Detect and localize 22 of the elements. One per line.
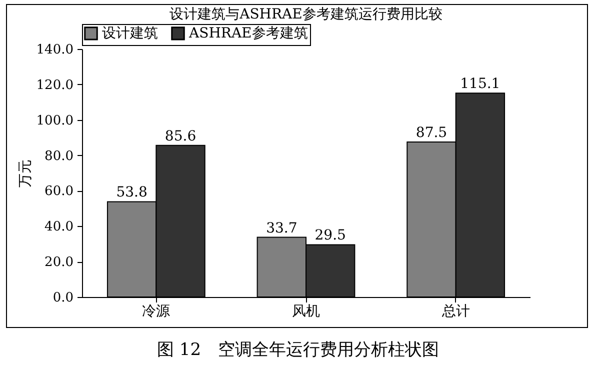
data-label: 85.6 <box>164 128 196 144</box>
chart-title: 设计建筑与ASHRAE参考建筑运行费用比较 <box>170 6 442 22</box>
y-tick-label: 20.0 <box>44 255 74 270</box>
y-tick-label: 40.0 <box>44 220 74 235</box>
y-tick-label: 0.0 <box>52 290 74 306</box>
caption: 图 12 空调全年运行费用分析柱状图 <box>156 339 440 361</box>
y-axis-title: 万元 <box>17 160 34 188</box>
data-label: 33.7 <box>266 220 298 236</box>
y-tick-label: 120.0 <box>36 78 74 93</box>
y-tick-label: 100.0 <box>36 113 74 128</box>
data-label: 115.1 <box>460 76 500 92</box>
y-tick-label: 80.0 <box>44 148 74 164</box>
y-tick-label: 140.0 <box>36 42 74 58</box>
data-label: 29.5 <box>314 228 346 244</box>
legend-label: ASHRAE参考建筑 <box>188 25 308 42</box>
x-tick-label: 风机 <box>292 304 320 320</box>
data-label: 53.8 <box>116 184 148 201</box>
data-label: 87.5 <box>416 125 448 141</box>
legend-label: 设计建筑 <box>102 25 158 42</box>
x-tick-label: 总计 <box>440 304 470 320</box>
y-tick-label: 60.0 <box>44 184 74 200</box>
x-tick-label: 冷源 <box>142 304 170 320</box>
